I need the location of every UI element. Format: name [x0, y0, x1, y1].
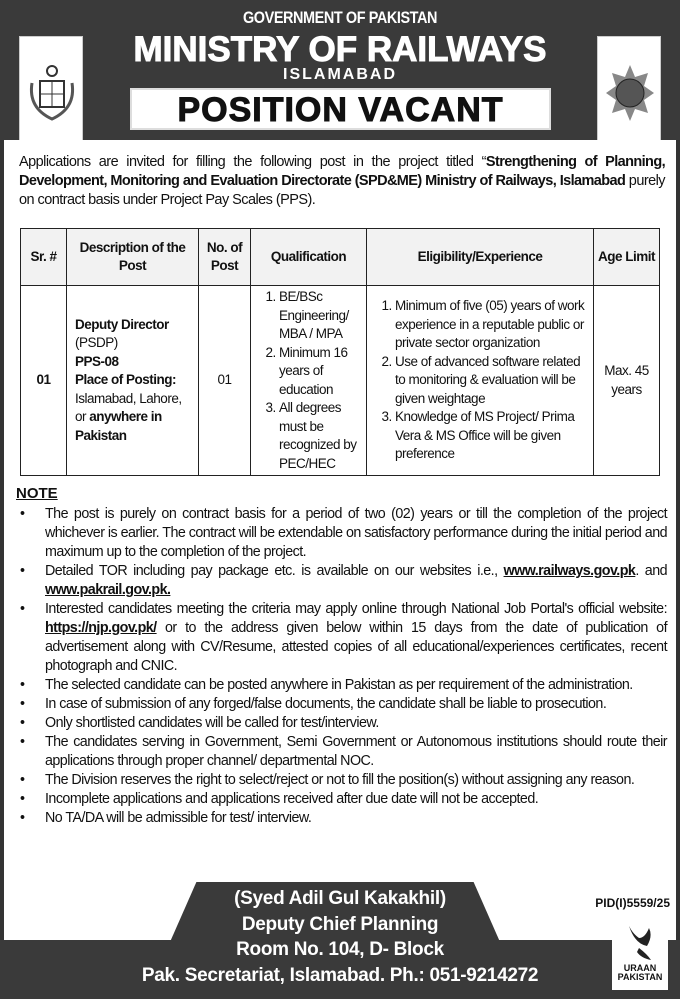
col-description: Description of the Post	[66, 228, 199, 286]
footer	[0, 940, 680, 999]
qualification-item: All degrees must be recognized by PEC/HE…	[279, 399, 362, 473]
note-item: The post is purely on contract basis for…	[12, 505, 668, 562]
njp-website-link[interactable]: https://njp.gov.pk/	[45, 620, 157, 636]
note-item: Incomplete applications and applications…	[12, 790, 667, 809]
note-item: The Division reserves the right to selec…	[12, 771, 667, 790]
pid-number: PID(I)5559/25	[595, 896, 670, 910]
intro-text: Applications are invited for filling the…	[19, 154, 486, 170]
count-cell: 01	[198, 285, 251, 476]
signatory-block: (Syed Adil Gul Kakakhil) Deputy Chief Pl…	[140, 886, 540, 988]
note-item: The selected candidate can be posted any…	[12, 676, 667, 695]
post-title: Deputy Director	[75, 316, 169, 332]
col-sr: Sr. #	[20, 228, 67, 286]
qualification-item: BE/BSc Engineering/ MBA / MPA	[279, 288, 362, 344]
notes-list: The post is purely on contract basis for…	[12, 505, 668, 828]
age-cell: Max. 45 years	[593, 285, 660, 476]
eligibility-item: Use of advanced software related to moni…	[395, 353, 587, 409]
col-eligibility: Eligibility/Experience	[366, 228, 594, 286]
uraan-label: URAAN PAKISTAN	[617, 963, 663, 982]
qualification-item: Minimum 16 years of education	[279, 344, 362, 400]
office-address: Pak. Secretariat, Islamabad. Ph.: 051-92…	[141, 964, 539, 986]
project-title: Strengthening of Planning, Development, …	[19, 154, 666, 189]
col-age-limit: Age Limit	[593, 228, 660, 286]
office-room: Room No. 104, D- Block	[236, 939, 444, 960]
table-row: 01 Deputy Director (PSDP) PPS-08 Place o…	[20, 285, 660, 476]
pay-scale: PPS-08	[75, 353, 119, 369]
note-text: . and	[635, 563, 667, 579]
note-item: Detailed TOR including pay package etc. …	[12, 562, 668, 600]
footer-tab	[170, 882, 500, 942]
railways-website-link[interactable]: www.railways.gov.pk	[503, 563, 636, 579]
table-header-row: Sr. # Description of the Post No. of Pos…	[20, 228, 660, 286]
intro-text-end: purely on contract basis under Project P…	[19, 173, 666, 208]
description-cell: Deputy Director (PSDP) PPS-08 Place of P…	[66, 285, 199, 476]
ministry-title: MINISTRY OF RAILWAYS	[133, 30, 547, 70]
note-item: No TA/DA will be admissible for test/ in…	[12, 809, 667, 828]
eligibility-cell: Minimum of five (05) years of work exper…	[366, 285, 594, 476]
uraan-pakistan-logo: URAAN PAKISTAN	[612, 920, 668, 990]
government-emblem-logo	[19, 36, 83, 148]
note-item: Interested candidates meeting the criter…	[12, 600, 668, 676]
post-subtitle: (PSDP)	[75, 335, 118, 351]
eligibility-item: Minimum of five (05) years of work exper…	[395, 297, 587, 353]
position-vacant-banner: POSITION VACANT	[130, 88, 551, 130]
place-label: Place of Posting:	[75, 372, 177, 388]
intro-paragraph: Applications are invited for filling the…	[19, 153, 666, 210]
advertisement-body: Applications are invited for filling the…	[4, 140, 676, 940]
note-item: In case of submission of any forged/fals…	[12, 695, 667, 714]
header: GOVERNMENT OF PAKISTAN MINISTRY OF RAILW…	[0, 0, 680, 148]
col-no-of-post: No. of Post	[198, 228, 251, 286]
position-table: Sr. # Description of the Post No. of Pos…	[20, 228, 660, 476]
col-qualification: Qualification	[250, 228, 367, 286]
sr-cell: 01	[20, 285, 67, 476]
city-title: ISLAMABAD	[283, 66, 397, 83]
signatory-name: (Syed Adil Gul Kakakhil)	[234, 888, 446, 909]
pakrail-website-link[interactable]: www.pakrail.gov.pk.	[45, 582, 171, 598]
place-text: Islamabad, Lahore, or	[75, 390, 182, 425]
qualification-cell: BE/BSc Engineering/ MBA / MPA Minimum 16…	[250, 285, 367, 476]
government-title: GOVERNMENT OF PAKISTAN	[242, 8, 438, 27]
note-text: or to the address given below within 15 …	[45, 620, 668, 674]
note-text: Detailed TOR including pay package etc. …	[45, 563, 504, 579]
note-item: Only shortlisted candidates will be call…	[12, 714, 667, 733]
place-anywhere: anywhere in Pakistan	[75, 409, 162, 443]
signatory-designation: Deputy Chief Planning	[241, 913, 439, 935]
note-item: The candidates serving in Government, Se…	[12, 733, 668, 771]
note-heading: NOTE	[16, 485, 58, 502]
eligibility-item: Knowledge of MS Project/ Prima Vera & MS…	[395, 408, 587, 464]
note-text: Interested candidates meeting the criter…	[45, 601, 668, 617]
